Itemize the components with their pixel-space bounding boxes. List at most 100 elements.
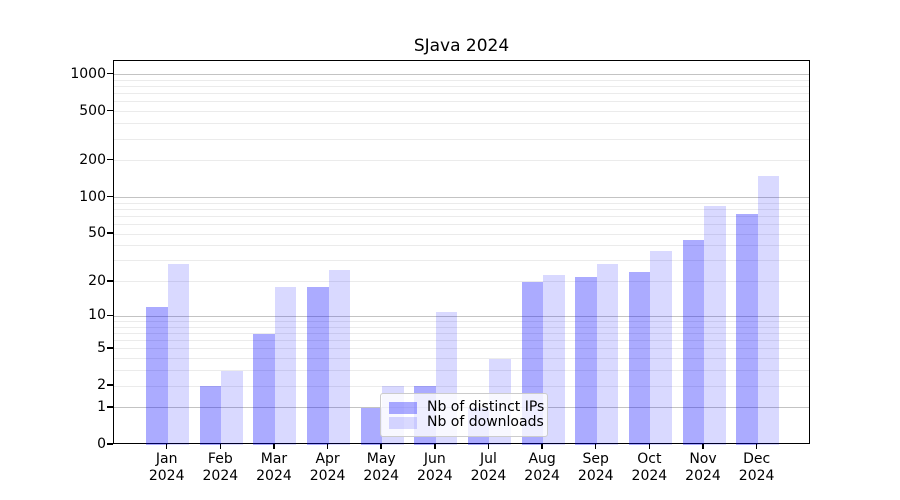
y-tick-label-1: 1 bbox=[97, 398, 106, 415]
bar-nb-of-distinct-ips-oct bbox=[628, 272, 651, 445]
y-tick-label-0: 0 bbox=[97, 436, 106, 452]
x-tick-label-mar: Mar 2024 bbox=[256, 451, 292, 484]
gridline-minor-4 bbox=[114, 358, 809, 360]
gridline-minor-9 bbox=[114, 321, 809, 323]
gridline-minor-400 bbox=[114, 123, 809, 125]
x-tick-jan bbox=[165, 444, 168, 449]
gridline-minor-60 bbox=[114, 224, 809, 226]
legend-item-downloads: Nb of downloads bbox=[389, 415, 544, 430]
gridline-minor-200 bbox=[114, 160, 809, 162]
x-tick-label-jul: Jul 2024 bbox=[470, 451, 507, 484]
legend-swatch-downloads-icon bbox=[389, 416, 417, 429]
x-tick-label-apr: Apr 2024 bbox=[309, 451, 346, 484]
gridline-minor-90 bbox=[114, 202, 809, 204]
gridline-major-10 bbox=[114, 315, 809, 317]
x-tick-label-feb: Feb 2024 bbox=[202, 451, 239, 484]
gridline-minor-800 bbox=[114, 86, 809, 88]
y-tick-label-1000: 1000 bbox=[70, 65, 106, 82]
bar-nb-of-downloads-oct bbox=[650, 251, 672, 445]
gridline-major-1000 bbox=[114, 74, 809, 76]
x-tick-label-may: May 2024 bbox=[363, 451, 400, 484]
bar-nb-of-distinct-ips-sep bbox=[575, 276, 597, 445]
gridline-minor-70 bbox=[114, 215, 809, 217]
x-tick-label-jun: Jun 2024 bbox=[417, 451, 453, 484]
bar-nb-of-downloads-mar bbox=[274, 287, 297, 445]
gridline-minor-300 bbox=[114, 138, 809, 140]
y-tick-50 bbox=[107, 232, 113, 234]
gridline-minor-6 bbox=[114, 340, 809, 342]
x-tick-sep bbox=[594, 444, 597, 449]
x-tick-nov bbox=[702, 444, 704, 449]
bar-nb-of-downloads-jan bbox=[167, 264, 190, 445]
x-tick-label-oct: Oct 2024 bbox=[631, 451, 668, 484]
y-tick-20 bbox=[107, 280, 113, 282]
bar-nb-of-distinct-ips-feb bbox=[199, 386, 222, 445]
y-tick-label-5: 5 bbox=[97, 339, 106, 356]
bar-nb-of-downloads-feb bbox=[221, 370, 243, 445]
x-tick-jul bbox=[487, 444, 490, 449]
gridline-minor-2 bbox=[114, 385, 809, 387]
y-tick-label-500: 500 bbox=[79, 102, 106, 119]
legend-item-distinct-ips: Nb of distinct IPs bbox=[389, 400, 544, 415]
bar-nb-of-downloads-apr bbox=[328, 270, 351, 445]
gridline-minor-7 bbox=[114, 333, 809, 335]
x-tick-oct bbox=[648, 444, 651, 449]
x-tick-jun bbox=[434, 444, 436, 449]
x-tick-label-aug: Aug 2024 bbox=[524, 451, 560, 484]
y-tick-1 bbox=[107, 406, 113, 408]
bar-nb-of-downloads-nov bbox=[704, 206, 726, 445]
y-tick-label-100: 100 bbox=[79, 188, 106, 205]
y-tick-10 bbox=[107, 314, 113, 317]
x-tick-aug bbox=[541, 444, 543, 449]
x-tick-label-sep: Sep 2024 bbox=[577, 451, 614, 484]
bar-nb-of-downloads-aug bbox=[543, 274, 565, 445]
gridline-minor-5 bbox=[114, 348, 809, 350]
gridline-minor-50 bbox=[114, 233, 809, 235]
x-tick-label-nov: Nov 2024 bbox=[685, 451, 721, 484]
y-tick-label-20: 20 bbox=[88, 272, 106, 289]
y-tick-0 bbox=[107, 443, 113, 445]
gridline-minor-500 bbox=[114, 111, 809, 113]
legend-label-downloads: Nb of downloads bbox=[427, 414, 544, 430]
x-tick-feb bbox=[219, 444, 222, 449]
legend-swatch-distinct-ips-icon bbox=[389, 401, 417, 414]
chart-title: SJava 2024 bbox=[413, 36, 510, 56]
legend: Nb of distinct IPs Nb of downloads bbox=[380, 393, 548, 437]
y-tick-label-200: 200 bbox=[79, 151, 106, 168]
bar-nb-of-distinct-ips-dec bbox=[736, 213, 758, 445]
bar-nb-of-distinct-ips-jan bbox=[146, 307, 168, 445]
bar-nb-of-distinct-ips-mar bbox=[253, 333, 275, 445]
gridline-minor-3 bbox=[114, 370, 809, 372]
bar-nb-of-distinct-ips-may bbox=[360, 407, 383, 445]
y-tick-1000 bbox=[107, 72, 113, 75]
gridline-major-100 bbox=[114, 197, 809, 199]
y-tick-label-50: 50 bbox=[88, 225, 106, 242]
y-tick-500 bbox=[107, 109, 113, 112]
gridline-minor-20 bbox=[114, 281, 809, 283]
gridline-minor-600 bbox=[114, 101, 809, 103]
bar-nb-of-downloads-sep bbox=[596, 264, 619, 445]
gridline-minor-700 bbox=[114, 93, 809, 95]
gridline-minor-900 bbox=[114, 79, 809, 81]
bar-nb-of-distinct-ips-nov bbox=[682, 239, 704, 445]
bar-nb-of-downloads-dec bbox=[757, 176, 780, 445]
bar-nb-of-distinct-ips-apr bbox=[307, 287, 329, 445]
y-tick-2 bbox=[107, 384, 113, 386]
plot-area: Nb of distinct IPs Nb of downloads bbox=[113, 60, 810, 445]
y-tick-5 bbox=[107, 347, 113, 349]
y-tick-100 bbox=[107, 195, 113, 198]
x-tick-label-dec: Dec 2024 bbox=[738, 451, 775, 484]
gridline-minor-40 bbox=[114, 245, 809, 247]
gridline-minor-8 bbox=[114, 326, 809, 328]
legend-label-distinct-ips: Nb of distinct IPs bbox=[427, 399, 545, 415]
gridline-minor-80 bbox=[114, 208, 809, 210]
x-tick-apr bbox=[326, 444, 329, 449]
y-tick-label-2: 2 bbox=[97, 377, 106, 394]
gridline-minor-30 bbox=[114, 260, 809, 262]
x-tick-may bbox=[380, 444, 382, 449]
y-tick-label-10: 10 bbox=[88, 307, 106, 324]
x-tick-label-jan: Jan 2024 bbox=[148, 451, 185, 484]
x-tick-dec bbox=[755, 444, 758, 449]
y-tick-200 bbox=[107, 158, 113, 161]
